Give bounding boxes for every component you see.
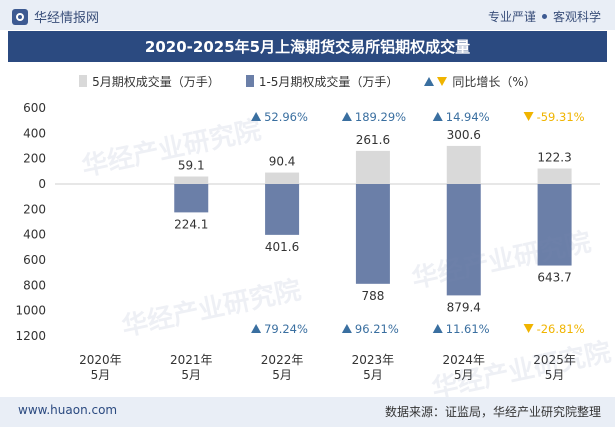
x-tick-label: 2025年	[533, 353, 576, 367]
y-tick-label: 400	[23, 228, 46, 242]
y-tick-label: 1000	[15, 304, 46, 318]
growth-monthly-label: -59.31%	[537, 110, 585, 124]
legend-item-series3: 同比增长（%）	[424, 73, 536, 90]
bar-series2	[265, 184, 300, 235]
bar-series2	[537, 184, 572, 266]
bar-series2	[355, 184, 390, 284]
tagline: 专业严谨 客观科学	[488, 8, 601, 25]
data-label-series2: 401.6	[265, 240, 299, 254]
data-label-series1: 261.6	[356, 133, 390, 147]
y-tick-label: 800	[23, 278, 46, 292]
growth-monthly-triangle-icon	[432, 112, 443, 121]
legend-item-series1: 5月期权成交量（万手）	[79, 73, 220, 90]
data-label-series2: 224.1	[174, 217, 208, 231]
y-tick-label: 600	[23, 101, 46, 115]
x-tick-label: 5月	[181, 368, 201, 382]
growth-monthly-label: 189.29%	[355, 110, 406, 124]
growth-monthly-triangle-icon	[341, 112, 352, 121]
y-tick-label: 1200	[15, 329, 46, 343]
growth-ytd-triangle-icon	[523, 324, 534, 333]
bar-series1	[265, 172, 300, 184]
growth-ytd-label: -26.81%	[537, 322, 585, 336]
data-label-series2: 643.7	[537, 271, 571, 285]
bar-series2	[446, 184, 481, 296]
x-tick-label: 2023年	[352, 353, 395, 367]
growth-ytd-triangle-icon	[341, 324, 352, 333]
legend-label-series1: 5月期权成交量（万手）	[92, 74, 220, 89]
bar-chart: 6004002000200400600800100012002020年5月202…	[15, 101, 600, 382]
y-tick-label: 400	[23, 126, 46, 140]
footer-url[interactable]: www.huaon.com	[18, 403, 118, 417]
data-label-series1: 300.6	[447, 128, 481, 142]
growth-ytd-triangle-icon	[432, 324, 443, 333]
chart-title: 2020-2025年5月上海期货交易所铝期权成交量	[8, 31, 607, 62]
x-tick-label: 2020年	[79, 353, 122, 367]
brand-name: 华经情报网	[34, 11, 100, 26]
triangle-down-icon	[437, 76, 448, 86]
growth-ytd-triangle-icon	[251, 324, 262, 333]
x-tick-label: 5月	[91, 368, 111, 382]
data-label-series1: 90.4	[269, 155, 296, 169]
legend-item-series2: 1-5月期权成交量（万手）	[245, 73, 399, 90]
x-tick-label: 2022年	[261, 353, 304, 367]
legend-label-series2: 1-5月期权成交量（万手）	[258, 74, 399, 89]
y-tick-label: 0	[38, 177, 46, 191]
y-tick-label: 600	[23, 253, 46, 267]
footer-source: 数据来源：证监局，华经产业研究院整理	[384, 405, 601, 419]
bar-series1	[355, 150, 390, 184]
top-bar: 华经情报网 专业严谨 客观科学	[0, 0, 615, 30]
x-tick-label: 2024年	[442, 353, 485, 367]
bar-series1	[174, 176, 209, 184]
footer: www.huaon.com 数据来源：证监局，华经产业研究院整理	[0, 397, 615, 427]
growth-ytd-label: 79.24%	[264, 322, 308, 336]
brand-logo-icon	[12, 8, 28, 25]
legend-swatch-series1	[79, 75, 88, 87]
legend: 5月期权成交量（万手） 1-5月期权成交量（万手） 同比增长（%）	[0, 70, 615, 92]
growth-ytd-label: 96.21%	[355, 322, 399, 336]
data-label-series2: 879.4	[447, 300, 481, 314]
x-tick-label: 5月	[272, 368, 292, 382]
data-label-series1: 59.1	[178, 159, 205, 173]
growth-monthly-label: 52.96%	[264, 110, 308, 124]
bar-series1	[537, 168, 572, 184]
growth-ytd-label: 11.61%	[446, 322, 490, 336]
legend-label-series3: 同比增长（%）	[452, 74, 536, 89]
growth-monthly-triangle-icon	[523, 112, 534, 121]
legend-swatch-series2	[245, 75, 254, 87]
growth-monthly-triangle-icon	[251, 112, 262, 121]
data-label-series1: 122.3	[537, 151, 571, 165]
x-tick-label: 2021年	[170, 353, 213, 367]
bar-series1	[446, 145, 481, 184]
data-label-series2: 788	[361, 289, 384, 303]
y-tick-label: 200	[23, 152, 46, 166]
brand: 华经情报网	[12, 7, 99, 26]
y-tick-label: 200	[23, 202, 46, 216]
legend-triangles	[424, 76, 448, 86]
tagline-left: 专业严谨	[487, 10, 536, 24]
x-tick-label: 5月	[454, 368, 474, 382]
triangle-up-icon	[424, 76, 435, 86]
bar-series2	[174, 184, 209, 213]
tagline-right: 客观科学	[552, 10, 601, 24]
x-tick-label: 5月	[363, 368, 383, 382]
x-tick-label: 5月	[545, 368, 565, 382]
dot-icon	[541, 14, 547, 19]
growth-monthly-label: 14.94%	[446, 110, 490, 124]
